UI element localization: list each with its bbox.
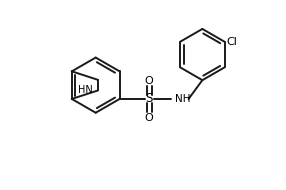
Text: Cl: Cl <box>227 37 237 47</box>
Text: O: O <box>145 113 154 123</box>
Text: NH: NH <box>175 94 190 104</box>
Text: S: S <box>146 93 153 105</box>
Text: O: O <box>145 76 154 86</box>
Text: HN: HN <box>78 86 93 95</box>
